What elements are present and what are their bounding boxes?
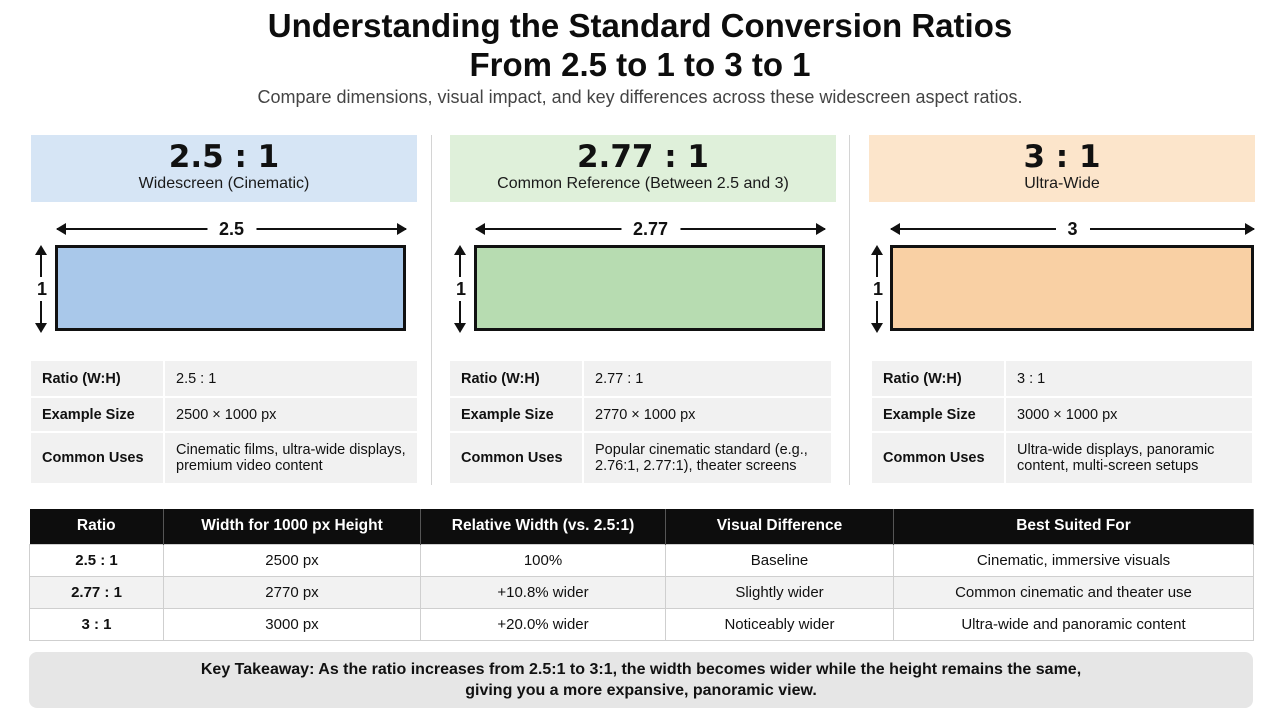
- height-dimension-arrow: 1: [450, 245, 472, 333]
- table-cell: Common cinematic and theater use: [893, 575, 1254, 609]
- table-cell: 2.77 : 1: [29, 575, 164, 609]
- height-label: 1: [450, 277, 472, 301]
- ratio-panel-2-5: 2.5 : 1 Widescreen (Cinematic) 2.5 1 Rat…: [31, 135, 417, 485]
- info-row: Common Uses Cinematic films, ultra-wide d…: [31, 433, 417, 485]
- ratio-info-table: Ratio (W:H) 2.77 : 1 Example Size 2770 × 1…: [450, 361, 831, 485]
- column-header: Best Suited For: [893, 509, 1254, 544]
- panel-ratio: 2.5 : 1: [168, 139, 280, 175]
- panel-header: 2.5 : 1 Widescreen (Cinematic): [31, 135, 417, 202]
- info-value: Popular cinematic standard (e.g., 2.76:1…: [584, 433, 831, 485]
- table-row: 2.5 : 1 2500 px 100% Baseline Cinematic,…: [29, 543, 1254, 577]
- table-cell: Slightly wider: [665, 575, 894, 609]
- page-title-line-2: From 2.5 to 1 to 3 to 1: [469, 46, 811, 83]
- table-cell: 2.5 : 1: [29, 543, 164, 577]
- takeaway-line-1: Key Takeaway: As the ratio increases fro…: [200, 661, 1082, 678]
- info-row: Ratio (W:H) 2.5 : 1: [31, 361, 417, 398]
- info-key: Example Size: [31, 398, 165, 433]
- aspect-ratio-rectangle: [55, 245, 406, 331]
- info-key: Common Uses: [872, 433, 1006, 485]
- info-value: 3 : 1: [1006, 361, 1252, 398]
- page-title-line-1: Understanding the Standard Conversion Ra…: [267, 7, 1013, 44]
- info-value: Cinematic films, ultra-wide displays, pr…: [165, 433, 417, 485]
- panel-header: 2.77 : 1 Common Reference (Between 2.5 a…: [450, 135, 836, 202]
- width-dimension-arrow: 2.77: [475, 217, 826, 241]
- width-label: 3: [1055, 217, 1090, 241]
- table-cell: Baseline: [665, 543, 894, 577]
- height-label: 1: [31, 277, 53, 301]
- aspect-ratio-rectangle: [474, 245, 825, 331]
- takeaway-line-2: giving you a more expansive, panoramic v…: [465, 682, 817, 699]
- key-takeaway-box: Key Takeaway: As the ratio increases fro…: [29, 652, 1253, 708]
- info-value: 2.77 : 1: [584, 361, 831, 398]
- panel-label: Widescreen (Cinematic): [138, 175, 310, 192]
- ratio-info-table: Ratio (W:H) 2.5 : 1 Example Size 2500 × 10…: [31, 361, 417, 485]
- table-cell: +10.8% wider: [420, 575, 666, 609]
- panel-ratio: 3 : 1: [1023, 139, 1101, 175]
- height-dimension-arrow: 1: [31, 245, 53, 333]
- info-key: Example Size: [872, 398, 1006, 433]
- table-row: 3 : 1 3000 px +20.0% wider Noticeably wi…: [29, 607, 1254, 641]
- info-row: Common Uses Popular cinematic standard (e…: [450, 433, 831, 485]
- table-cell: 3000 px: [163, 607, 421, 641]
- info-row: Example Size 3000 × 1000 px: [872, 398, 1252, 433]
- table-cell: 2770 px: [163, 575, 421, 609]
- info-key: Ratio (W:H): [450, 361, 584, 398]
- info-key: Ratio (W:H): [872, 361, 1006, 398]
- table-header-row: Ratio Width for 1000 px Height Relative …: [29, 509, 1254, 544]
- ratio-info-table: Ratio (W:H) 3 : 1 Example Size 3000 × 1000…: [872, 361, 1252, 485]
- column-header: Relative Width (vs. 2.5:1): [420, 509, 666, 544]
- column-header: Width for 1000 px Height: [163, 509, 421, 544]
- info-row: Ratio (W:H) 3 : 1: [872, 361, 1252, 398]
- column-header: Visual Difference: [665, 509, 894, 544]
- ratio-panel-2-77: 2.77 : 1 Common Reference (Between 2.5 a…: [450, 135, 836, 485]
- aspect-ratio-rectangle: [890, 245, 1254, 331]
- info-value: 2770 × 1000 px: [584, 398, 831, 433]
- table-cell: Cinematic, immersive visuals: [893, 543, 1254, 577]
- table-row: 2.77 : 1 2770 px +10.8% wider Slightly w…: [29, 575, 1254, 609]
- panel-divider: [849, 135, 850, 485]
- info-value: 2.5 : 1: [165, 361, 417, 398]
- info-key: Example Size: [450, 398, 584, 433]
- panel-label: Ultra-Wide: [1024, 175, 1100, 192]
- info-row: Common Uses Ultra-wide displays, panorami…: [872, 433, 1252, 485]
- width-label: 2.5: [206, 217, 257, 241]
- info-value: 3000 × 1000 px: [1006, 398, 1252, 433]
- height-dimension-arrow: 1: [867, 245, 889, 333]
- info-value: Ultra-wide displays, panoramic content, …: [1006, 433, 1252, 485]
- ratio-panel-3: 3 : 1 Ultra-Wide 3 1 Ratio (W:H) 3 : 1 Ex…: [867, 135, 1255, 485]
- info-key: Ratio (W:H): [31, 361, 165, 398]
- column-header: Ratio: [29, 509, 164, 544]
- page-title: Understanding the Standard Conversion Ra…: [0, 6, 1280, 84]
- width-dimension-arrow: 3: [890, 217, 1255, 241]
- table-cell: +20.0% wider: [420, 607, 666, 641]
- info-row: Ratio (W:H) 2.77 : 1: [450, 361, 831, 398]
- table-cell: 2500 px: [163, 543, 421, 577]
- table-cell: Ultra-wide and panoramic content: [893, 607, 1254, 641]
- info-row: Example Size 2770 × 1000 px: [450, 398, 831, 433]
- table-cell: 3 : 1: [29, 607, 164, 641]
- width-label: 2.77: [620, 217, 681, 241]
- width-dimension-arrow: 2.5: [56, 217, 407, 241]
- panel-label: Common Reference (Between 2.5 and 3): [497, 175, 789, 192]
- height-label: 1: [867, 277, 889, 301]
- table-cell: Noticeably wider: [665, 607, 894, 641]
- table-cell: 100%: [420, 543, 666, 577]
- page-subtitle: Compare dimensions, visual impact, and k…: [257, 87, 1023, 107]
- info-value: 2500 × 1000 px: [165, 398, 417, 433]
- comparison-table: Ratio Width for 1000 px Height Relative …: [29, 509, 1254, 641]
- panel-header: 3 : 1 Ultra-Wide: [869, 135, 1255, 202]
- panel-divider: [431, 135, 432, 485]
- info-row: Example Size 2500 × 1000 px: [31, 398, 417, 433]
- info-key: Common Uses: [450, 433, 584, 485]
- info-key: Common Uses: [31, 433, 165, 485]
- panel-ratio: 2.77 : 1: [576, 139, 710, 175]
